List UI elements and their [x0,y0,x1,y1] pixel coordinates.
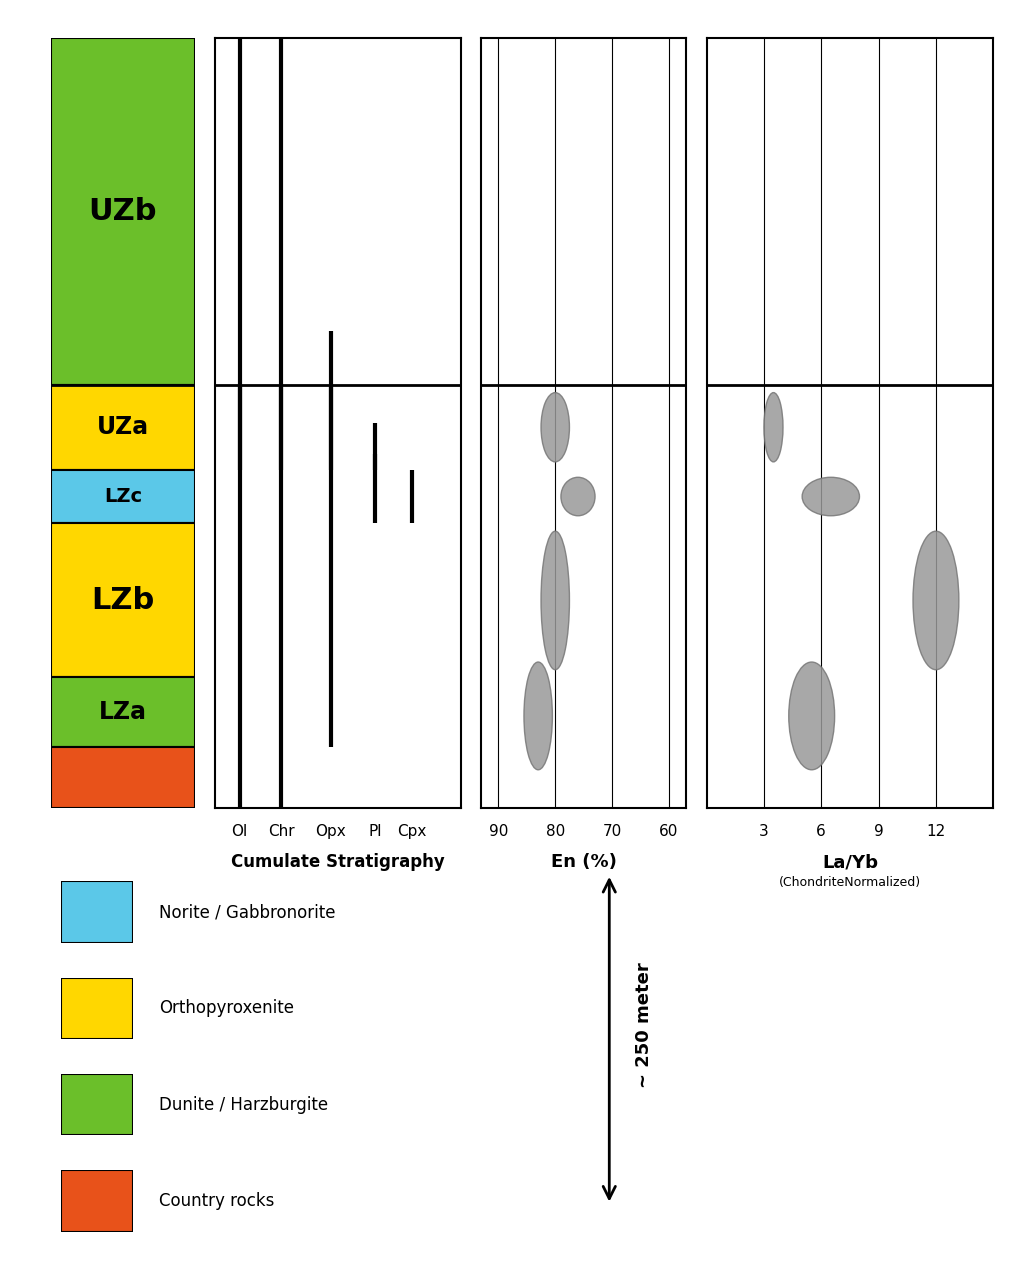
Ellipse shape [788,662,835,770]
Text: 90: 90 [488,824,508,839]
Text: La/Yb: La/Yb [822,853,878,871]
Text: 9: 9 [873,824,884,839]
Text: Cumulate Stratigraphy: Cumulate Stratigraphy [231,853,444,871]
Ellipse shape [913,531,958,670]
Ellipse shape [802,477,859,516]
Text: Dunite / Harzburgite: Dunite / Harzburgite [159,1096,328,1114]
Text: Ol: Ol [231,824,248,839]
Ellipse shape [764,393,783,462]
Text: Cpx: Cpx [397,824,426,839]
Bar [51,385,195,470]
Text: 12: 12 [927,824,945,839]
Text: Norite / Gabbronorite: Norite / Gabbronorite [159,903,335,921]
Text: UZb: UZb [89,198,157,226]
Text: Pl: Pl [368,824,382,839]
Text: Country rocks: Country rocks [159,1192,274,1210]
Bar [51,747,195,808]
Ellipse shape [541,531,569,670]
Text: ~ 250 meter: ~ 250 meter [635,962,653,1088]
Text: Opx: Opx [315,824,346,839]
Text: 6: 6 [816,824,826,839]
Bar [51,470,195,523]
Text: LZa: LZa [99,701,146,724]
Text: LZc: LZc [103,488,142,506]
Ellipse shape [541,393,569,462]
Text: 60: 60 [659,824,679,839]
Text: 3: 3 [759,824,769,839]
Ellipse shape [524,662,552,770]
Text: 80: 80 [546,824,565,839]
Text: Chr: Chr [268,824,295,839]
Text: LZb: LZb [91,586,155,615]
Text: (ChondriteNormalized): (ChondriteNormalized) [779,876,921,889]
Ellipse shape [561,477,595,516]
Text: 70: 70 [602,824,622,839]
Text: Orthopyroxenite: Orthopyroxenite [159,999,294,1017]
Bar [51,523,195,677]
Bar [51,38,195,385]
Text: UZa: UZa [97,416,148,439]
Text: En (%): En (%) [551,853,616,871]
Bar [51,677,195,747]
